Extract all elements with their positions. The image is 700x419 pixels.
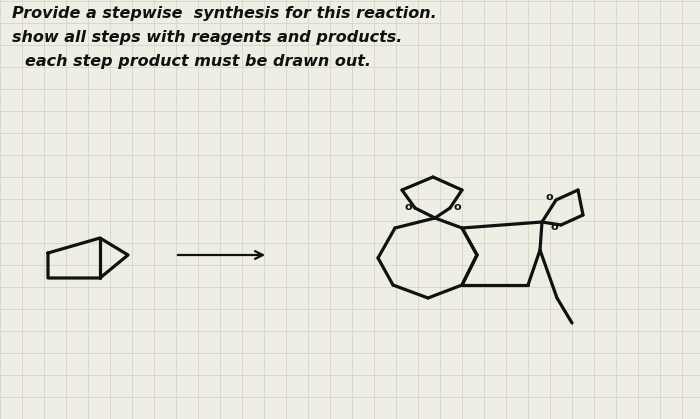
Text: show all steps with reagents and products.: show all steps with reagents and product…: [12, 30, 402, 45]
Text: o: o: [545, 192, 553, 202]
Text: o: o: [404, 202, 412, 212]
Text: Provide a stepwise  synthesis for this reaction.: Provide a stepwise synthesis for this re…: [12, 6, 437, 21]
Text: o: o: [550, 222, 558, 232]
Text: each step product must be drawn out.: each step product must be drawn out.: [25, 54, 371, 69]
Text: o: o: [453, 202, 461, 212]
